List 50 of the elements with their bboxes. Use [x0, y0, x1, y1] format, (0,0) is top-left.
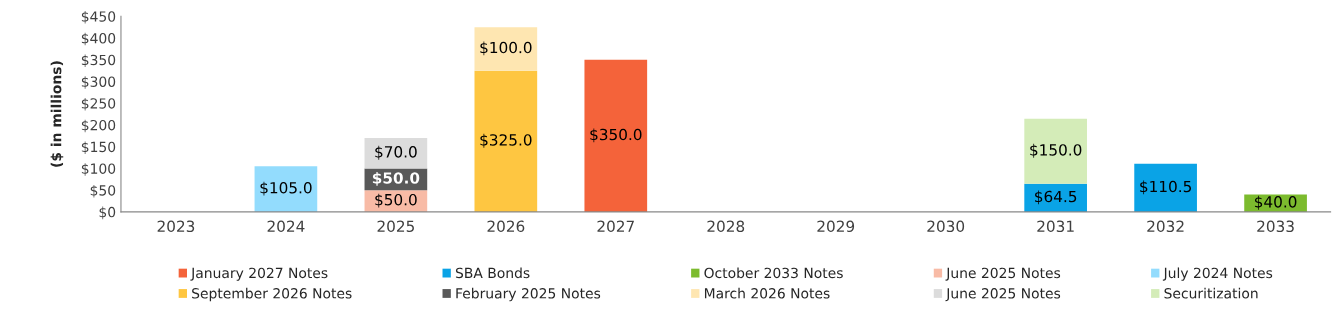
x-tick-label: 2031: [1037, 220, 1074, 233]
y-tick-label: $200: [81, 119, 116, 133]
bar: [1134, 163, 1197, 212]
data-label: $150.0: [1030, 143, 1082, 158]
bar: [474, 70, 538, 212]
legend-label: June 2025 Notes: [945, 267, 1061, 281]
legend-label: March 2026 Notes: [704, 287, 830, 299]
legend-label: June 2025 Notes: [945, 288, 1061, 302]
y-tick-label: $300: [81, 76, 116, 89]
legend-label: Securitization: [1164, 287, 1258, 299]
bar: [254, 166, 318, 212]
y-tick-label: $400: [81, 32, 116, 46]
bar: [1024, 118, 1087, 184]
y-axis-title: ($ in millions): [50, 61, 64, 167]
data-label: $50.0: [375, 193, 417, 208]
data-label: $50.0: [372, 171, 420, 186]
bar: [584, 59, 648, 212]
data-label: $64.5: [1035, 190, 1077, 205]
x-tick-label: 2030: [927, 220, 965, 233]
x-tick-label: 2024: [267, 220, 305, 233]
y-tick-label: $350: [81, 54, 116, 68]
data-label: $40.0: [1254, 195, 1297, 210]
x-tick-label: 2033: [1257, 220, 1294, 233]
data-label: $350.0: [590, 128, 642, 143]
legend-label: SBA Bonds: [455, 267, 530, 279]
bar: [474, 27, 538, 71]
x-tick-label: 2029: [817, 220, 855, 233]
x-tick-label: 2023: [157, 220, 195, 233]
bar: [364, 138, 428, 169]
y-tick-label: $450: [81, 11, 116, 24]
x-tick-label: 2025: [377, 220, 414, 233]
y-tick-label: $0: [99, 206, 116, 220]
y-tick-label: $50: [90, 184, 116, 198]
x-tick-label: 2026: [487, 220, 525, 233]
data-label: $325.0: [480, 133, 532, 148]
legend-label: October 2033 Notes: [704, 267, 843, 279]
y-tick-label: $150: [81, 141, 116, 155]
legend-label: July 2024 Notes: [1162, 267, 1273, 281]
legend-label: February 2025 Notes: [456, 287, 601, 302]
data-label: $110.5: [1140, 180, 1192, 195]
y-tick-label: $100: [81, 163, 116, 176]
x-tick-label: 2032: [1147, 220, 1184, 233]
data-label: $100.0: [480, 41, 532, 56]
legend-label: September 2026 Notes: [192, 287, 352, 302]
legend-label: January 2027 Notes: [190, 267, 328, 281]
y-tick-label: $250: [81, 97, 116, 111]
x-tick-label: 2027: [597, 220, 634, 233]
x-tick-label: 2028: [707, 220, 745, 233]
data-label: $105.0: [260, 181, 312, 196]
data-label: $70.0: [375, 145, 417, 160]
